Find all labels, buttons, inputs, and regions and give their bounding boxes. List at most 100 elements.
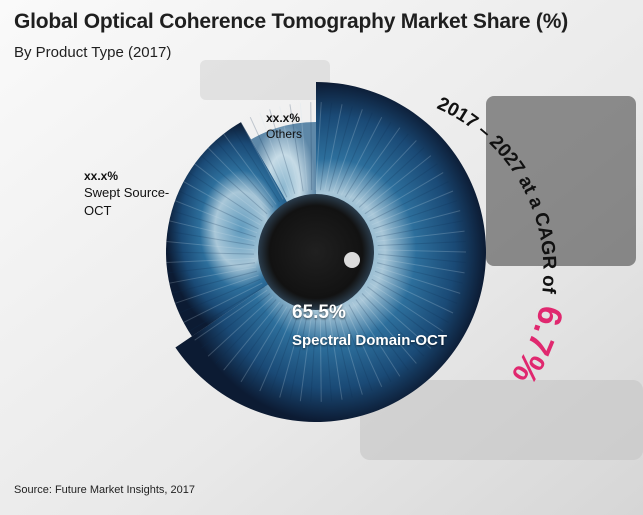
iris-fibre — [223, 133, 277, 205]
iris-fibre — [374, 210, 461, 234]
iris-fibre — [259, 112, 292, 196]
iris-fibre — [174, 274, 259, 304]
slice-value-others: xx.x% — [266, 111, 301, 125]
iris-fibre — [369, 282, 444, 332]
device-base — [360, 380, 643, 460]
iris-fibre — [364, 289, 432, 349]
iris-fibre — [376, 262, 463, 284]
iris-fibre — [348, 304, 392, 383]
iris-texture — [165, 102, 467, 402]
iris-fibre — [240, 306, 288, 383]
eye-highlight — [344, 252, 360, 268]
iris-fibre — [188, 286, 265, 332]
iris-fibre — [324, 104, 343, 191]
iris-fibre — [344, 306, 383, 388]
iris-fibre — [310, 102, 313, 191]
iris-fibre — [340, 116, 383, 196]
slice-name-others: Others — [266, 127, 303, 141]
iris-fibre — [240, 121, 284, 200]
iris-fibre — [171, 270, 258, 294]
iris-fibre — [183, 181, 261, 226]
iris-fibre — [299, 313, 313, 402]
iris-fibre — [319, 313, 322, 402]
iris-fibre — [171, 210, 256, 238]
iris-fibre — [377, 249, 467, 253]
iris-fibre — [279, 312, 304, 398]
iris-fibre — [167, 230, 255, 247]
iris-fibre — [299, 102, 308, 191]
iris-fibre — [367, 172, 444, 218]
slice-label-spectral-domain: 65.5% Spectral Domain-OCT — [292, 302, 447, 349]
iris-fibre — [207, 296, 274, 357]
iris-fibre — [231, 304, 284, 377]
iris-fibre — [373, 274, 454, 314]
iris-fibre — [332, 311, 353, 398]
iris-fibre — [355, 140, 417, 205]
iris-fibre — [167, 262, 255, 274]
iris-fibre — [166, 257, 255, 263]
iris-fibre — [358, 147, 425, 208]
slice-name-swept-source: Swept Source-OCT — [84, 185, 170, 218]
iris-fibre — [361, 293, 425, 357]
iris-fibre — [374, 270, 458, 304]
iris-fibre — [328, 106, 353, 192]
iris-fibre — [259, 310, 296, 392]
iris-fibre — [367, 286, 438, 341]
iris-fibre — [340, 308, 373, 392]
iris-fibre — [328, 312, 343, 400]
iris-fibre — [319, 102, 333, 191]
iris-fibre — [376, 266, 461, 294]
iris-fibre — [188, 172, 263, 222]
iris-fibre — [332, 109, 363, 193]
iris-fibre — [336, 310, 363, 395]
source-note: Source: Future Market Insights, 2017 — [14, 484, 195, 496]
slice-label-others: xx.x% Others — [266, 110, 302, 142]
iris-fibre — [200, 155, 268, 215]
iris-fibre — [373, 200, 458, 230]
iris-fibre — [178, 278, 261, 314]
chart-subtitle: By Product Type (2017) — [14, 44, 172, 61]
iris-fibre — [358, 296, 417, 364]
device-arm — [200, 60, 330, 100]
iris-fibre — [194, 163, 265, 218]
iris-fibre — [289, 104, 304, 192]
iris-fibre — [352, 133, 409, 203]
iris-fibre — [376, 220, 463, 238]
iris-fibre — [169, 220, 256, 242]
iris-fibre — [377, 230, 465, 242]
iris-fibre — [215, 140, 274, 208]
iris-fibre — [279, 106, 300, 193]
chart-title: Global Optical Coherence Tomography Mark… — [14, 10, 568, 33]
slice-value-swept-source: xx.x% — [84, 169, 119, 183]
iris-fibre — [174, 200, 258, 234]
iris-fibre — [249, 116, 288, 198]
iris-fibre — [183, 282, 263, 323]
iris-fibre — [364, 163, 438, 215]
device-screen — [486, 96, 636, 266]
iris-fibre — [369, 181, 449, 222]
iris-fibre — [352, 301, 401, 377]
iris-fibre — [348, 127, 401, 200]
iris-fibre — [315, 102, 322, 191]
slice-value-spectral-domain: 65.5% — [292, 302, 346, 323]
iris-fibre — [336, 112, 373, 194]
iris-fibre — [310, 313, 317, 402]
iris-fibre — [169, 266, 256, 284]
pie-slice-swept-source — [166, 122, 316, 337]
iris-fibre — [355, 299, 409, 371]
iris-fibre — [289, 313, 308, 400]
slice-name-spectral-domain: Spectral Domain-OCT — [292, 332, 448, 349]
iris-fibre — [249, 308, 292, 388]
iris-fibre — [377, 241, 466, 247]
iris-fibre — [371, 278, 449, 323]
iris-fibre — [324, 313, 333, 402]
iris-fibre — [223, 301, 280, 371]
iris-fibre — [269, 109, 296, 194]
pupil — [258, 194, 374, 310]
iris-fibre — [215, 299, 277, 364]
iris-fibre — [194, 289, 268, 341]
iris-fibre — [361, 155, 432, 211]
iris-fibre — [165, 251, 255, 255]
iris-fibre — [207, 147, 271, 211]
iris-fibre — [377, 253, 466, 263]
